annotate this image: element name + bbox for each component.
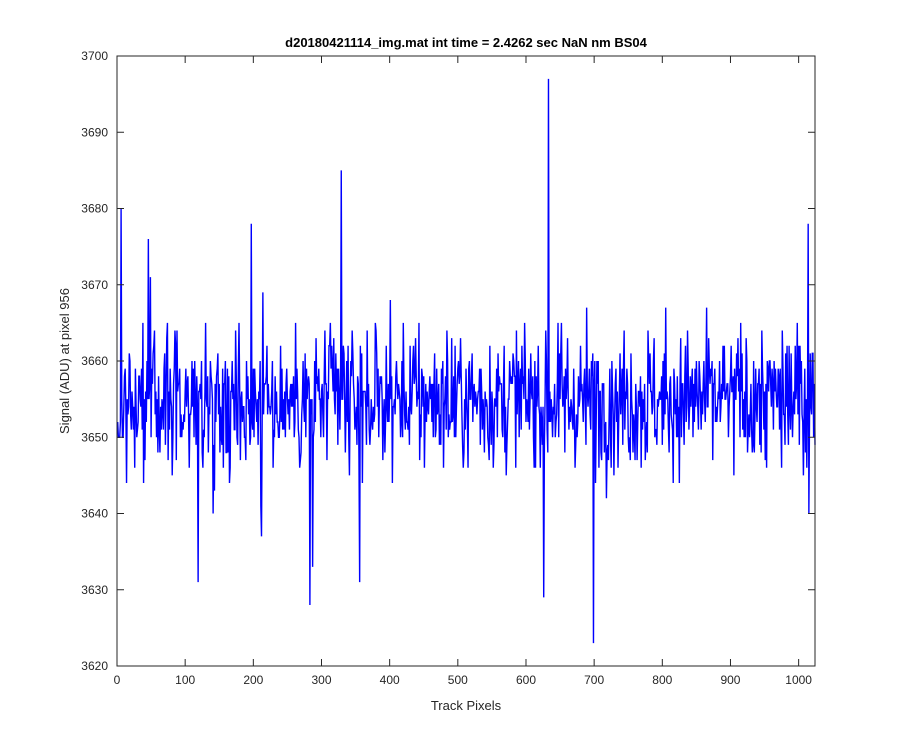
- y-tick-label: 3680: [81, 202, 108, 216]
- x-axis-label: Track Pixels: [431, 698, 502, 713]
- x-tick-label: 400: [380, 673, 400, 687]
- x-tick-label: 1000: [785, 673, 812, 687]
- x-tick-label: 500: [448, 673, 468, 687]
- x-tick-label: 600: [516, 673, 536, 687]
- x-tick-label: 0: [114, 673, 121, 687]
- y-tick-label: 3620: [81, 659, 108, 673]
- plot-area: [117, 56, 815, 666]
- y-tick-label: 3630: [81, 583, 108, 597]
- y-tick-label: 3660: [81, 354, 108, 368]
- signal-series-line: [116, 78, 816, 644]
- x-tick-label: 700: [584, 673, 604, 687]
- x-tick-label: 100: [175, 673, 195, 687]
- y-tick-label: 3670: [81, 278, 108, 292]
- x-tick-label: 300: [311, 673, 331, 687]
- y-tick-label: 3700: [81, 49, 108, 63]
- x-tick-label: 200: [243, 673, 263, 687]
- chart-title: d20180421114_img.mat int time = 2.4262 s…: [285, 35, 647, 50]
- x-tick-label: 800: [652, 673, 672, 687]
- x-tick-label: 900: [720, 673, 740, 687]
- axes-box: [116, 55, 816, 667]
- y-axis-label: Signal (ADU) at pixel 956: [57, 288, 72, 434]
- y-tick-label: 3640: [81, 507, 108, 521]
- y-tick-label: 3650: [81, 430, 108, 444]
- y-tick-label: 3690: [81, 125, 108, 139]
